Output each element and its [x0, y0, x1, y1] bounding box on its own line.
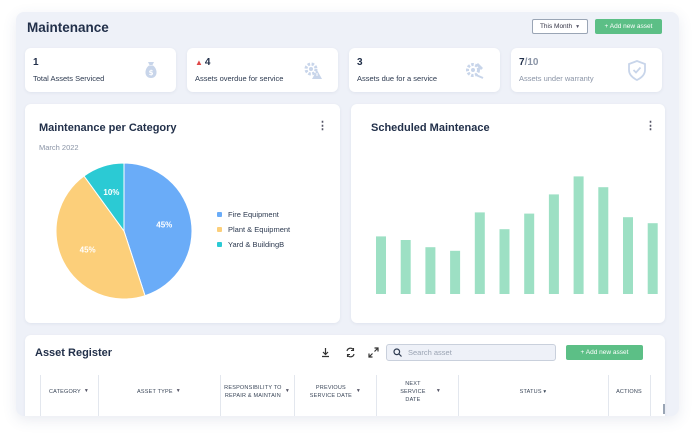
bar: [548, 194, 559, 294]
column-divider: [98, 375, 99, 416]
gear-warning-icon: [304, 62, 322, 79]
pie-slice: [123, 162, 193, 297]
period-label: This Month: [539, 23, 573, 30]
bar: [598, 187, 609, 294]
svg-text:$: $: [149, 69, 154, 77]
kpi-label: Assets due for a service: [357, 74, 438, 83]
kpi-label: Assets under warranty: [519, 74, 594, 83]
column-header-status[interactable]: STATUS ▾: [519, 388, 547, 395]
search-input[interactable]: Search asset: [386, 344, 556, 361]
page-title: Maintenance: [27, 20, 109, 35]
kpi-value: 1: [33, 57, 39, 68]
search-placeholder: Search asset: [408, 348, 452, 357]
bar: [499, 229, 510, 294]
add-asset-button[interactable]: + Add new asset: [595, 19, 662, 34]
kpi-value: ▲ 4: [195, 57, 211, 68]
legend-swatch: [217, 242, 222, 247]
legend-label: Fire Equipment: [228, 210, 279, 219]
bar: [400, 240, 411, 294]
column-header-next-service[interactable]: NEXT SERVICE DATE ▼: [400, 380, 442, 404]
pie-data-label: 45%: [156, 221, 172, 230]
pie-data-label: 10%: [103, 188, 119, 197]
kpi-value: 3: [357, 57, 363, 68]
expand-icon[interactable]: [368, 347, 379, 358]
refresh-icon[interactable]: [345, 347, 356, 358]
card-title: Scheduled Maintenace: [371, 122, 490, 134]
pie-chart: 45% 45% 10%: [55, 162, 193, 300]
more-options-icon[interactable]: ⋮: [645, 120, 656, 132]
column-divider: [220, 375, 221, 416]
download-icon[interactable]: [320, 347, 331, 358]
card-title: Asset Register: [35, 347, 113, 359]
gear-wrench-icon: [466, 63, 484, 79]
app-frame: Maintenance This Month ▼ + Add new asset…: [16, 12, 679, 416]
chevron-down-icon: ▼: [575, 23, 581, 30]
card-subtitle: March 2022: [39, 143, 79, 152]
column-divider: [458, 375, 459, 416]
column-header-responsibility[interactable]: RESPONSIBILITY TO REPAIR & MAINTAIN ▼: [224, 384, 291, 399]
bar: [474, 212, 485, 294]
kpi-total-serviced: 1 Total Assets Serviced $: [25, 48, 176, 92]
add-asset-button[interactable]: + Add new asset: [566, 345, 643, 360]
bar-chart: JanFebMarAprMayJunJulAugSepOctNovDec: [376, 176, 658, 294]
kpi-warranty: 7/10 Assets under warranty: [511, 48, 662, 92]
column-divider: [294, 375, 295, 416]
column-divider: [40, 375, 41, 416]
asset-register-card: Asset Register: [25, 335, 665, 416]
pie-slice: [55, 175, 146, 300]
kpi-value: 7/10: [519, 57, 539, 68]
category-card: Maintenance per Category March 2022 ⋮ 45…: [25, 104, 340, 323]
bar: [647, 223, 658, 294]
bar: [573, 176, 584, 294]
scheduled-card: Scheduled Maintenace ⋮ JanFebMarAprMayJu…: [351, 104, 665, 323]
column-header-previous-service[interactable]: PREVIOUS SERVICE DATE ▼: [309, 384, 362, 399]
scrollbar[interactable]: [663, 404, 665, 414]
column-header-actions: ACTIONS: [616, 388, 642, 395]
period-dropdown[interactable]: This Month ▼: [532, 19, 588, 34]
legend-item: Yard & BuildingB: [217, 240, 284, 249]
pie-data-label: 45%: [80, 246, 96, 255]
column-divider: [608, 375, 609, 416]
search-icon: [393, 348, 402, 357]
column-header-asset-type[interactable]: ASSET TYPE ▼: [137, 388, 181, 395]
more-options-icon[interactable]: ⋮: [317, 120, 328, 132]
legend-swatch: [217, 227, 222, 232]
column-divider: [650, 375, 651, 416]
kpi-due: 3 Assets due for a service: [349, 48, 500, 92]
shield-check-icon: [628, 60, 646, 81]
kpi-label: Total Assets Serviced: [33, 74, 105, 83]
column-divider: [376, 375, 377, 416]
legend-label: Yard & BuildingB: [228, 240, 285, 249]
column-header-category[interactable]: CATEGORY ▼: [48, 388, 90, 395]
money-bag-icon: $: [145, 62, 157, 78]
bar: [425, 247, 436, 294]
bar: [524, 213, 535, 294]
bar: [623, 217, 633, 294]
legend-label: Plant & Equipment: [228, 225, 291, 234]
kpi-overdue: ▲ 4 Assets overdue for service: [187, 48, 338, 92]
legend-item: Plant & Equipment: [217, 225, 290, 234]
warning-icon: ▲: [195, 58, 203, 67]
card-title: Maintenance per Category: [39, 122, 177, 134]
kpi-label: Assets overdue for service: [195, 74, 284, 83]
bar: [450, 250, 461, 294]
legend-swatch: [217, 212, 222, 217]
legend-item: Fire Equipment: [217, 210, 279, 219]
bar: [376, 236, 386, 294]
pie-slice: [83, 162, 125, 233]
